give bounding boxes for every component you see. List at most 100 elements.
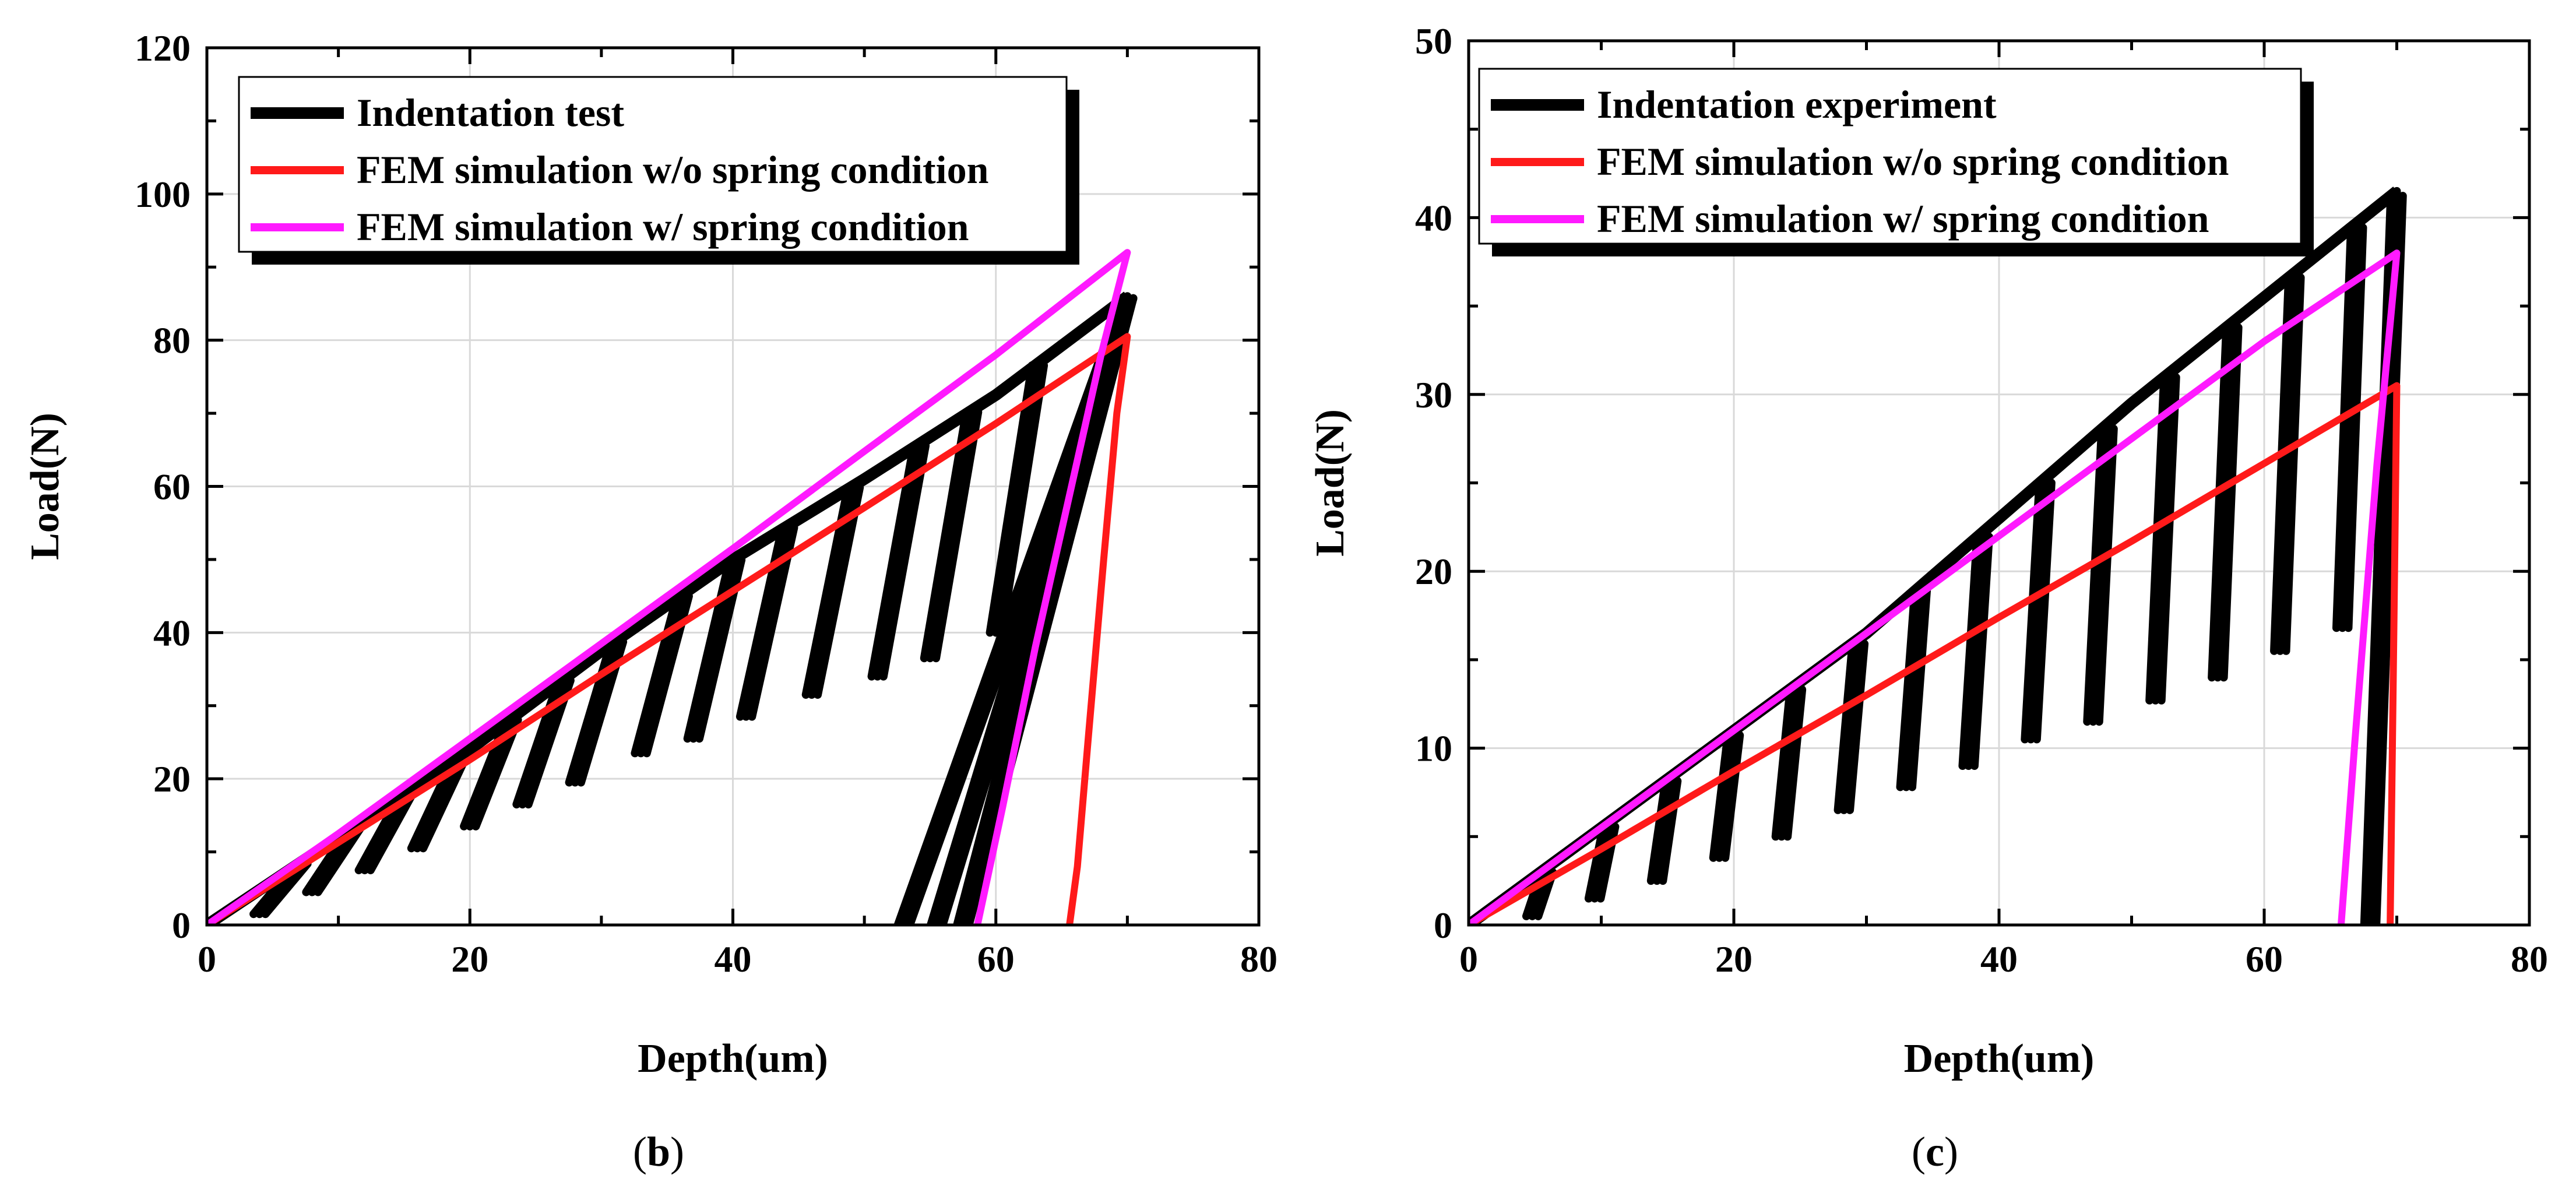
unload-reload-loop [2151,368,2174,705]
unload-reload-loop [736,523,787,721]
series-1 [1469,382,2401,925]
unload-reload-loop [2372,192,2407,925]
unload-reload-loop [2032,479,2056,744]
unload-reload-loop [2213,318,2237,682]
unload-reload-loop [873,439,924,681]
unload-reload-loop [2332,223,2356,632]
legend-label: Indentation test [357,90,624,135]
unload-reload-loop [1970,533,1993,770]
unload-reload-loop [366,789,417,874]
unload-reload-loop [1902,582,1925,792]
unload-reload-loop [2276,269,2299,655]
unload-reload-loop [1839,635,1863,814]
unload-reload-loop [2145,373,2169,705]
x-tick-label: 60 [2246,938,2283,980]
unload-reload-loop [1896,586,1919,792]
legend-box [238,76,1068,253]
x-axis-title: Depth(um) [1904,1036,2095,1081]
unload-reload-loop [893,294,1126,925]
unload-reload-loop [689,554,740,743]
unload-reload-loop [1653,772,1676,885]
y-tick-label: 0 [172,905,191,946]
panel-caption: (b) [633,1128,684,1175]
unload-reload-loop [1590,818,1614,903]
y-tick-label: 120 [135,27,191,69]
unload-reload-loop [1659,776,1682,885]
y-tick-label: 50 [1415,20,1452,62]
fem-with-spring-line [1469,249,2401,925]
unload-reload-loop [2208,323,2231,682]
unload-reload-loop [1584,822,1607,903]
unload-reload-loop [636,590,687,758]
unload-reload-loop [2360,192,2395,925]
fem-without-spring-line [1469,382,2401,925]
plot-frame [205,46,1261,927]
unload-reload-loop [1721,731,1744,862]
x-tick-label: 40 [715,938,752,980]
legend-label: Indentation experiment [1597,82,1997,126]
plot-frame [1467,39,2531,927]
legend-label: FEM simulation w/ spring condition [357,205,969,249]
x-tick-label: 20 [451,938,488,980]
unload-reload-loop [1646,776,1670,885]
unload-reload-loop [932,408,983,663]
unload-reload-loop [1709,731,1732,862]
y-tick-label: 10 [1415,728,1452,769]
unload-reload-loop [261,860,312,919]
plot-area [207,249,1138,925]
legend-label: FEM simulation w/o spring condition [357,147,988,192]
x-tick-label: 60 [977,938,1015,980]
unload-reload-loop [2095,424,2118,726]
series-2 [1469,249,2401,925]
series-2 [207,249,1131,925]
y-tick-label: 20 [1415,551,1452,592]
legend: Indentation test FEM simulation w/o sprin… [238,76,1079,265]
unload-reload-loop [879,441,930,681]
legend-label: FEM simulation w/o spring condition [1597,139,2229,184]
y-tick-label: 40 [153,612,191,653]
legend-box [1478,68,2302,245]
unload-reload-loop [920,408,970,663]
series-0 [1469,187,2407,925]
plot-area [1469,187,2407,925]
fem-with-spring-line [207,249,1131,925]
unload-reload-loop [2089,420,2112,726]
fem-without-spring-line [207,333,1131,925]
panel-b: 0 20 40 60 80 0 20 40 60 80 100 120 Depth(um) Load(N)… [23,27,1278,1175]
unload-reload-loop [2282,273,2305,655]
legend: Indentation experiment FEM simulation w/o… [1478,68,2314,256]
y-tick-label: 20 [153,758,191,800]
unload-reload-loop [631,592,681,758]
unload-reload-loop [1834,639,1857,814]
unload-reload-loop [1908,586,1931,792]
panel-c: 0 20 40 60 80 0 10 20 30 40 50 Depth(um) Load(N) Inde… [1308,20,2548,1175]
unload-reload-loop [986,361,1036,637]
unload-reload-loop [2083,424,2106,726]
unload-reload-loop [1846,639,1869,814]
unload-reload-loop [1715,726,1738,862]
unload-reload-loop [419,754,470,853]
x-tick-label: 80 [2511,938,2548,980]
y-tick-label: 100 [135,174,191,215]
unload-reload-loop [2338,219,2362,632]
unload-reload-loop [1777,680,1800,841]
y-tick-label: 30 [1415,374,1452,416]
y-tick-label: 80 [153,320,191,361]
series-1 [207,333,1131,925]
unload-reload-loop [1771,685,1794,841]
experiment-envelope [1469,187,2401,925]
unload-reload-loop [565,638,615,787]
x-axis-title: Depth(um) [638,1036,828,1081]
legend-label: FEM simulation w/ spring condition [1597,196,2209,241]
experiment-envelope [207,291,1131,925]
unload-reload-loop [2026,474,2050,744]
y-tick-label: 40 [1415,197,1452,238]
unload-reload-loop [925,406,977,663]
panel-caption: (c) [1912,1128,1958,1175]
unload-reload-loop [1964,527,1987,770]
unload-reload-loop [2157,373,2180,705]
unload-reload-loop [314,824,364,896]
unload-reload-loop [2344,223,2367,632]
y-tick-label: 60 [153,466,191,508]
